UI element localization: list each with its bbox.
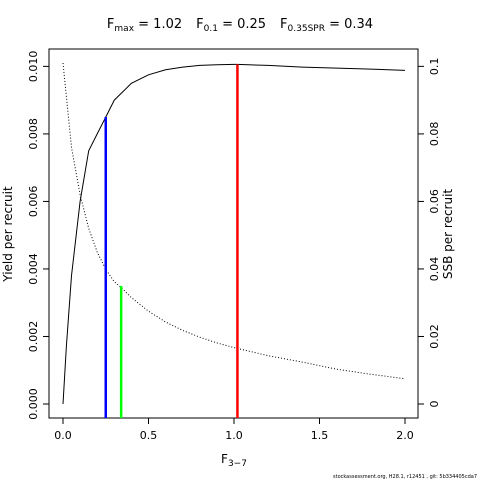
y-tick-label: 0.010 bbox=[27, 51, 40, 83]
title-term-subscript: 0.1 bbox=[204, 24, 218, 34]
y-tick-label: 0.006 bbox=[27, 186, 40, 218]
title-term-symbol: F bbox=[196, 17, 203, 32]
right-y-tick-label: 0 bbox=[428, 401, 441, 408]
plot-frame bbox=[48, 48, 419, 419]
x-tick-label: 0.5 bbox=[140, 429, 158, 442]
footer-text: stockassessment.org, H28.1, r12451 , git… bbox=[333, 474, 477, 480]
title-term-value: = 1.02 bbox=[134, 17, 182, 32]
x-tick-label: 1.0 bbox=[225, 429, 243, 442]
x-axis-label-subscript: 3−7 bbox=[228, 459, 247, 469]
right-y-tick-label: 0.08 bbox=[428, 122, 441, 147]
title-term-symbol: F bbox=[280, 17, 287, 32]
y-axis-label: Yield per recruit bbox=[1, 186, 15, 283]
right-y-tick-label: 0.1 bbox=[428, 58, 441, 76]
title-term-value: = 0.25 bbox=[218, 17, 266, 32]
x-axis-label: F3−7 bbox=[221, 452, 247, 469]
chart-title: Fmax = 1.02 F0.1 = 0.25 F0.35SPR = 0.34 bbox=[107, 17, 373, 34]
ssb-per-recruit-line bbox=[62, 62, 406, 380]
title-term-symbol: F bbox=[107, 17, 114, 32]
right-y-axis-label: SSB per recruit bbox=[441, 189, 455, 280]
x-tick-label: 0.0 bbox=[54, 429, 72, 442]
y-tick-label: 0.002 bbox=[27, 321, 40, 353]
right-y-tick-label: 0.02 bbox=[428, 324, 441, 349]
title-term-value: = 0.34 bbox=[325, 17, 373, 32]
right-y-tick-label: 0.04 bbox=[428, 257, 441, 282]
y-tick-label: 0.000 bbox=[27, 388, 40, 420]
y-tick-label: 0.008 bbox=[27, 118, 40, 150]
title-term-subscript: 0.35SPR bbox=[288, 24, 325, 34]
right-y-tick-label: 0.06 bbox=[428, 189, 441, 214]
title-term-subscript: max bbox=[114, 24, 134, 34]
plot-area: 0.0 0.5 1.0 1.5 2.0 0.000 0.002 0.004 0.006 0.008… bbox=[27, 48, 441, 442]
x-axis-label-main: F bbox=[221, 452, 228, 466]
yield-per-recruit-line bbox=[62, 63, 406, 405]
y-tick-label: 0.004 bbox=[27, 253, 40, 285]
x-tick-label: 1.5 bbox=[311, 429, 329, 442]
x-tick-label: 2.0 bbox=[396, 429, 414, 442]
